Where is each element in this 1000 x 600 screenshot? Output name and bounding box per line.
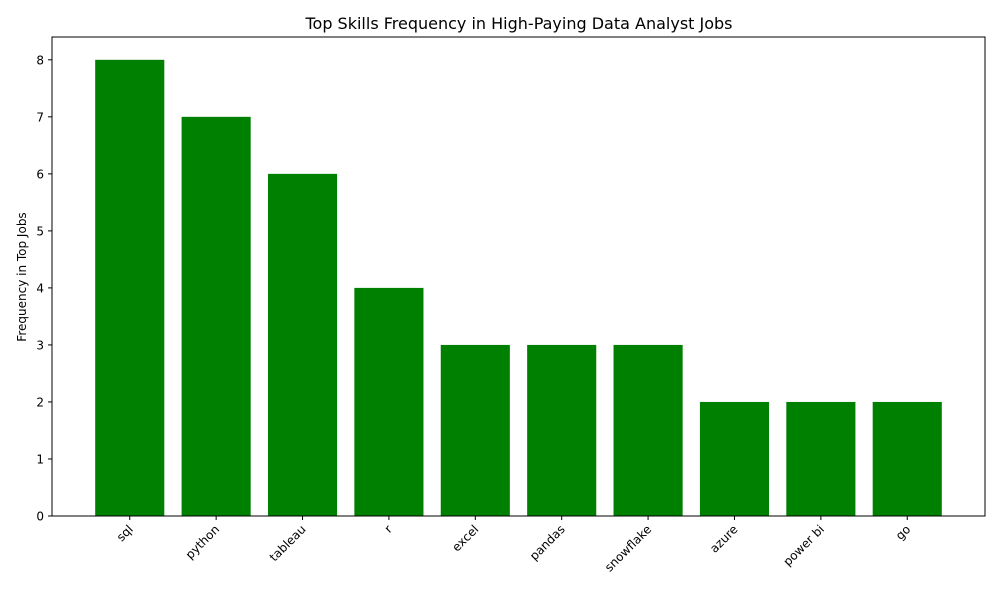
y-tick-label: 0 <box>36 510 44 524</box>
x-tick-label-r: r <box>382 522 395 535</box>
x-axis: sql python tableau r excel pandas snowflake azu… <box>114 516 913 574</box>
x-tick-label-azure: azure <box>707 522 740 555</box>
x-tick-label-python: python <box>183 522 223 562</box>
bar-power-bi <box>786 401 856 516</box>
bar-r <box>354 287 424 516</box>
y-tick-label: 5 <box>36 224 44 238</box>
plot-frame <box>51 36 986 517</box>
x-tick-label-sql: sql <box>114 522 136 544</box>
bar-python <box>181 116 251 516</box>
y-tick-label: 6 <box>36 167 44 181</box>
x-tick-label-excel: excel <box>449 522 481 554</box>
bars-group <box>95 59 942 517</box>
bar-azure <box>699 401 770 516</box>
chart-title: Top Skills Frequency in High-Paying Data… <box>304 14 732 33</box>
y-axis-label: Frequency in Top Jobs <box>15 212 29 341</box>
bar-excel <box>440 344 510 516</box>
bar-sql <box>95 59 165 517</box>
y-axis: 0 1 2 3 4 5 6 7 8 <box>36 53 52 524</box>
x-tick-label-power-bi: power bi <box>780 522 827 569</box>
x-tick-label-pandas: pandas <box>527 522 568 563</box>
y-tick-label: 1 <box>36 452 44 466</box>
y-tick-label: 2 <box>36 395 44 409</box>
y-tick-label: 7 <box>36 110 44 124</box>
x-tick-label-go: go <box>893 522 913 542</box>
y-tick-label: 3 <box>36 338 44 352</box>
y-tick-label: 8 <box>36 53 44 67</box>
x-tick-label-snowflake: snowflake <box>602 522 654 574</box>
y-tick-label: 4 <box>36 281 44 295</box>
bar-pandas <box>527 344 597 516</box>
bar-tableau <box>267 173 338 517</box>
x-tick-label-tableau: tableau <box>267 522 309 564</box>
bar-go <box>872 401 942 516</box>
bar-snowflake <box>613 344 683 516</box>
